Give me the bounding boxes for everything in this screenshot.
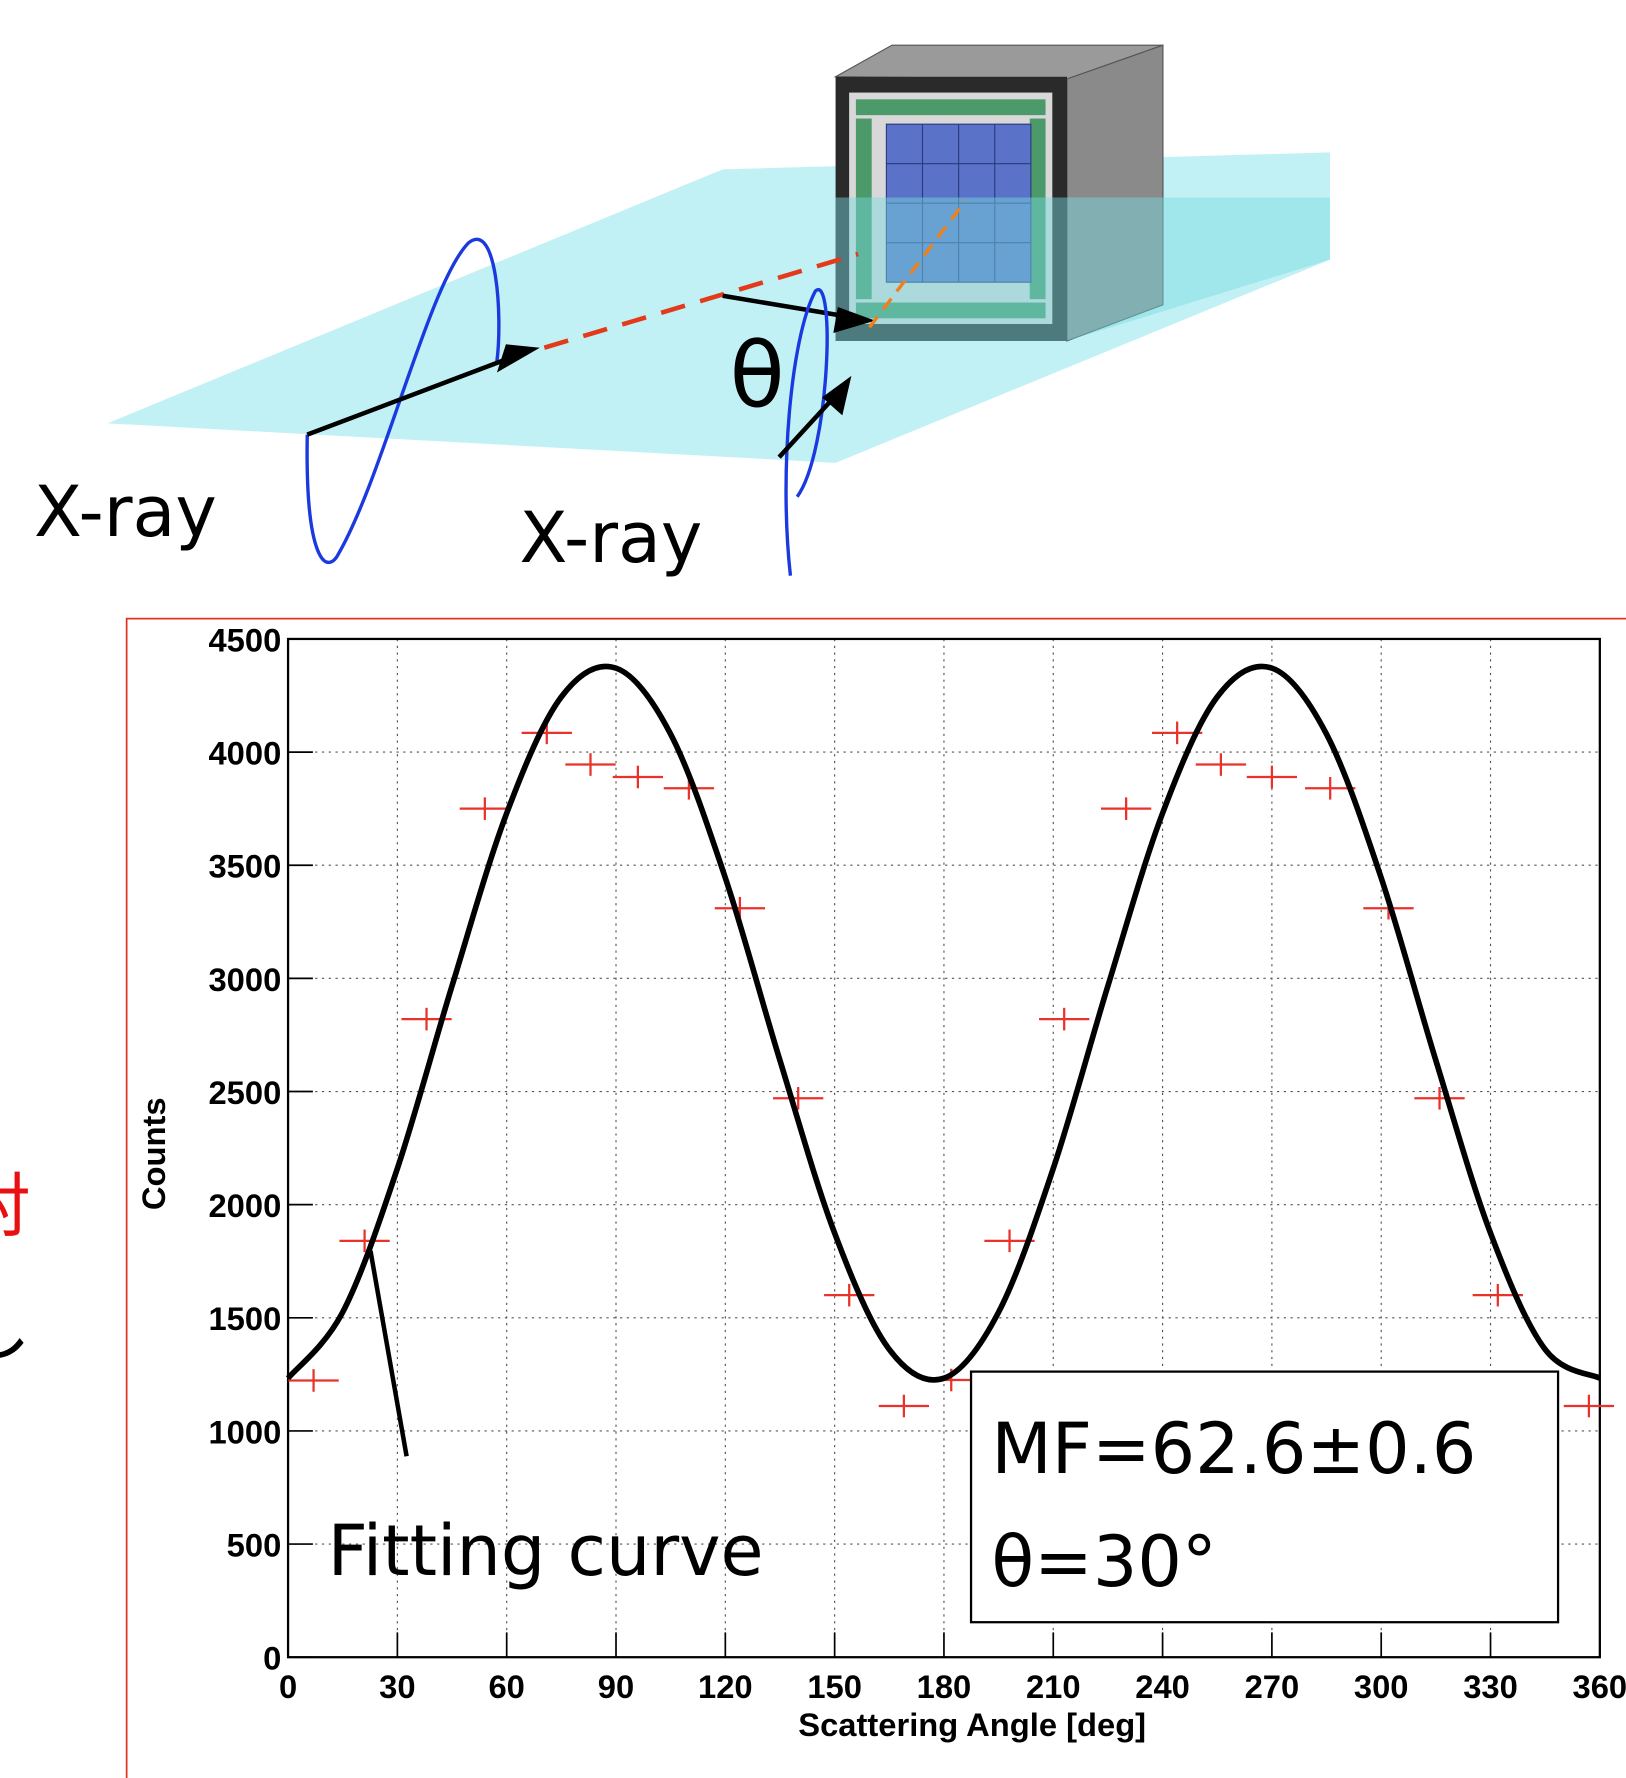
plane-overlay [836, 198, 1330, 341]
x-tick-label: 180 [917, 1668, 972, 1705]
x-tick-label: 60 [488, 1668, 524, 1705]
x-tick-label: 90 [598, 1668, 634, 1705]
annotation: Fitting curve [328, 1510, 764, 1592]
figure: X-ray X-ray θ 対 し 0 500 1000 1500 2000 2500 30… [0, 0, 1626, 1778]
y-tick-label: 1500 [208, 1300, 281, 1337]
x-tick-label: 360 [1573, 1668, 1626, 1705]
y-axis-title: Counts [135, 1097, 172, 1210]
fit-curve [288, 666, 1600, 1380]
xray-label: X-ray [34, 471, 217, 553]
annotation: MF=62.6±0.6 [991, 1408, 1476, 1490]
side-text: し [0, 1290, 31, 1372]
x-tick-label: 240 [1135, 1668, 1190, 1705]
y-tick-label: 500 [227, 1526, 282, 1563]
x-tick-label: 300 [1354, 1668, 1409, 1705]
y-tick-label: 4000 [208, 735, 281, 772]
x-tick-label: 120 [698, 1668, 753, 1705]
x-tick-label: 210 [1026, 1668, 1081, 1705]
xray-label: X-ray [519, 497, 702, 579]
y-tick-label: 4500 [208, 621, 281, 658]
y-tick-label: 1000 [208, 1413, 281, 1450]
x-tick-label: 270 [1245, 1668, 1300, 1705]
page: {"diagram": {"xray_left": "X-ray", "xray… [0, 0, 1626, 1778]
y-tick-label: 2500 [208, 1074, 281, 1111]
x-axis-title: Scattering Angle [deg] [798, 1706, 1146, 1743]
side-text: 対 [0, 1165, 31, 1247]
x-tick-label: 150 [807, 1668, 862, 1705]
x-tick-label: 0 [279, 1668, 297, 1705]
y-tick-label: 3500 [208, 848, 281, 885]
annotation: θ=30° [991, 1521, 1217, 1603]
theta-label: θ [729, 323, 784, 428]
shield [856, 99, 1046, 115]
x-tick-label: 330 [1463, 1668, 1518, 1705]
pointer-line [370, 1251, 406, 1456]
x-tick-label: 30 [379, 1668, 415, 1705]
y-tick-label: 2000 [208, 1187, 281, 1224]
y-tick-label: 3000 [208, 961, 281, 998]
